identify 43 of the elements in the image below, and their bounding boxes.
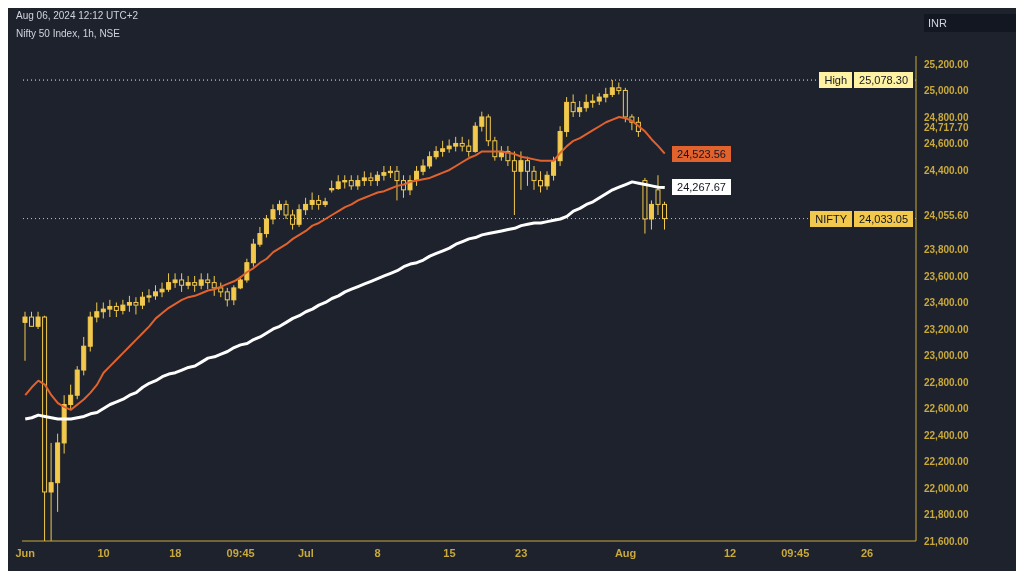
annotation: 25,078.30 bbox=[854, 72, 913, 89]
annotation: 24,033.05 bbox=[854, 210, 913, 227]
x-tick-label: Aug bbox=[614, 546, 637, 559]
y-tick-label: 24,055.60 bbox=[924, 210, 969, 222]
y-tick-label: 25,200.00 bbox=[924, 58, 969, 70]
y-tick-label: 22,200.00 bbox=[924, 456, 969, 468]
y-tick-label: 21,800.00 bbox=[924, 509, 969, 521]
y-tick-label: 23,800.00 bbox=[924, 244, 969, 256]
x-tick-label: 09:45 bbox=[226, 546, 255, 559]
y-tick-label: 24,800.00 bbox=[924, 111, 969, 123]
x-tick-label: 26 bbox=[860, 546, 874, 559]
x-tick-label: 09:45 bbox=[781, 546, 810, 559]
y-tick-label: 21,600.00 bbox=[924, 535, 969, 547]
y-tick-label: 23,400.00 bbox=[924, 297, 969, 309]
line-series bbox=[24, 115, 666, 411]
y-tick-label: 25,000.00 bbox=[924, 85, 969, 96]
data-label: 24,267.67 bbox=[672, 179, 731, 196]
x-tick-label: Jul bbox=[297, 546, 314, 559]
y-tick-label: 22,400.00 bbox=[924, 429, 969, 441]
chart-title: Nifty 50 Index, 1h, NSE bbox=[16, 28, 120, 39]
line-series bbox=[23, 180, 667, 421]
x-tick-label: 18 bbox=[169, 546, 182, 559]
y-tick-label: 24,400.00 bbox=[924, 164, 969, 176]
x-tick-label: 8 bbox=[374, 546, 381, 559]
y-axis-title: INR bbox=[924, 14, 1016, 32]
ref-line-label: High bbox=[819, 72, 853, 89]
y-tick-label: 24,600.00 bbox=[924, 138, 969, 150]
data-label: 24,523.56 bbox=[672, 145, 731, 162]
text: Aug 06, 2024 12:12 UTC+2 bbox=[16, 10, 139, 21]
y-tick-label: 22,600.00 bbox=[924, 403, 969, 415]
x-tick-label: 12 bbox=[723, 546, 737, 559]
y-tick-label: 24,717.70 bbox=[924, 122, 969, 134]
y-tick-label: 23,000.00 bbox=[924, 350, 969, 362]
x-tick-label: 10 bbox=[97, 546, 110, 559]
y-tick-label: 23,200.00 bbox=[924, 323, 969, 335]
x-tick-label: 15 bbox=[443, 546, 456, 559]
y-tick-label: 23,600.00 bbox=[924, 270, 969, 282]
x-tick-label: 23 bbox=[515, 546, 528, 559]
candlestick bbox=[211, 275, 217, 297]
x-tick-label: Jun bbox=[15, 546, 36, 559]
ref-line-label: NIFTY bbox=[810, 210, 853, 227]
y-tick-label: 22,000.00 bbox=[924, 482, 969, 494]
y-tick-label: 22,800.00 bbox=[924, 376, 969, 388]
